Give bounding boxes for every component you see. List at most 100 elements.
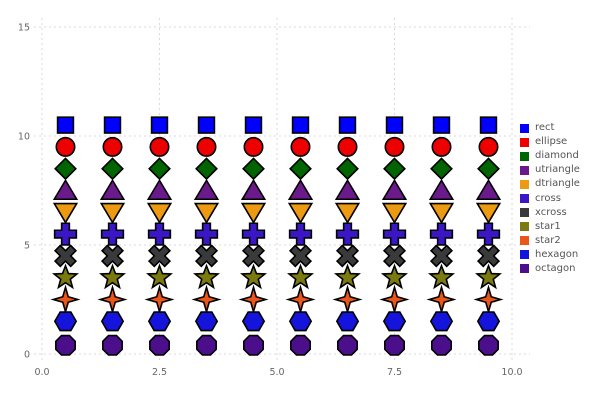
marker-hexagon (288, 311, 313, 332)
marker-utriangle (146, 178, 173, 201)
marker-octagon (149, 334, 170, 356)
legend-item-label: rect (535, 122, 555, 134)
marker-xcross (476, 244, 501, 268)
legend-item-label: star1 (535, 220, 561, 232)
y-tick-label: 5 (24, 241, 30, 252)
marker-star1 (380, 263, 409, 290)
marker-cross (288, 222, 313, 246)
marker-dtriangle (334, 202, 361, 224)
marker-star2 (332, 284, 363, 315)
marker-diamond (54, 157, 77, 181)
marker-utriangle (287, 178, 314, 201)
marker-cross (100, 222, 125, 246)
marker-cross (382, 222, 407, 246)
marker-rect (150, 116, 169, 134)
marker-star1 (333, 263, 362, 290)
legend-item-label: xcross (535, 206, 567, 218)
marker-star2 (50, 284, 81, 315)
legend-item-label: diamond (535, 150, 579, 162)
marker-star2 (379, 284, 410, 315)
marker-diamond (289, 157, 312, 181)
marker-rect (432, 116, 451, 134)
marker-utriangle (381, 178, 408, 201)
legend-item-octagon[interactable]: octagon (520, 262, 598, 276)
legend-item-hexagon[interactable]: hexagon (520, 248, 598, 262)
marker-star2 (426, 284, 457, 315)
legend-item-cross[interactable]: cross (520, 191, 598, 205)
legend-swatch-icon (520, 208, 529, 218)
marker-xcross (335, 244, 360, 268)
y-axis-tick-labels: 0 5 10 15 (18, 23, 30, 361)
marker-utriangle (99, 178, 126, 201)
y-tick-label: 0 (24, 350, 30, 361)
marker-rect (103, 116, 122, 134)
marker-octagon (337, 334, 358, 356)
legend-item-star2[interactable]: star2 (520, 234, 598, 248)
marker-diamond (477, 157, 500, 181)
marker-xcross (194, 244, 219, 268)
marker-octagon (290, 334, 311, 356)
legend-swatch-icon (520, 236, 529, 246)
marker-star1 (427, 263, 456, 290)
series-cross (53, 222, 501, 246)
legend-swatch-icon (520, 123, 529, 133)
marker-diamond (430, 157, 453, 181)
legend-item-label: hexagon (535, 248, 579, 260)
marker-star2 (285, 284, 316, 315)
marker-rect (479, 116, 498, 134)
marker-star2 (144, 284, 175, 315)
marker-diamond (195, 157, 218, 181)
marker-xcross (100, 244, 125, 268)
marker-octagon (478, 334, 499, 356)
marker-ellipse (102, 136, 123, 157)
marker-star2 (97, 284, 128, 315)
legend-item-label: octagon (535, 262, 576, 274)
legend-item-rect[interactable]: rect (520, 121, 598, 135)
series-star1 (51, 263, 503, 290)
marker-hexagon (476, 311, 501, 332)
marker-rect (291, 116, 310, 134)
legend-item-ellipse[interactable]: ellipse (520, 135, 598, 149)
legend-item-dtriangle[interactable]: dtriangle (520, 177, 598, 191)
legend-item-star1[interactable]: star1 (520, 220, 598, 234)
marker-dtriangle (99, 202, 126, 224)
marker-cross (429, 222, 454, 246)
legend-item-label: cross (535, 192, 561, 204)
marker-utriangle (193, 178, 220, 201)
marker-rect (385, 116, 404, 134)
y-tick-label: 10 (18, 132, 30, 143)
marker-star1 (98, 263, 127, 290)
legend-swatch-icon (520, 264, 529, 274)
x-tick-label: 2.5 (152, 367, 167, 378)
marker-star2 (191, 284, 222, 315)
x-tick-label: 0.0 (34, 367, 49, 378)
marker-hexagon (100, 311, 125, 332)
marker-star1 (145, 263, 174, 290)
x-tick-label: 7.5 (387, 367, 402, 378)
marker-octagon (384, 334, 405, 356)
x-tick-label: 5.0 (269, 367, 284, 378)
marker-dtriangle (52, 202, 79, 224)
legend-item-utriangle[interactable]: utriangle (520, 163, 598, 177)
legend-swatch-icon (520, 222, 529, 232)
legend-item-xcross[interactable]: xcross (520, 206, 598, 220)
marker-ellipse (196, 136, 217, 157)
marker-utriangle (428, 178, 455, 201)
marker-dtriangle (475, 202, 502, 224)
marker-ellipse (337, 136, 358, 157)
marker-diamond (148, 157, 171, 181)
marker-rect (338, 116, 357, 134)
legend-item-diamond[interactable]: diamond (520, 149, 598, 163)
marker-octagon (102, 334, 123, 356)
legend-swatch-icon (520, 165, 529, 175)
marker-dtriangle (240, 202, 267, 224)
marker-diamond (101, 157, 124, 181)
marker-ellipse (149, 136, 170, 157)
marker-ellipse (478, 136, 499, 157)
marker-xcross (241, 244, 266, 268)
legend-swatch-icon (520, 151, 529, 161)
marker-utriangle (475, 178, 502, 201)
marker-ellipse (55, 136, 76, 157)
marker-star1 (192, 263, 221, 290)
